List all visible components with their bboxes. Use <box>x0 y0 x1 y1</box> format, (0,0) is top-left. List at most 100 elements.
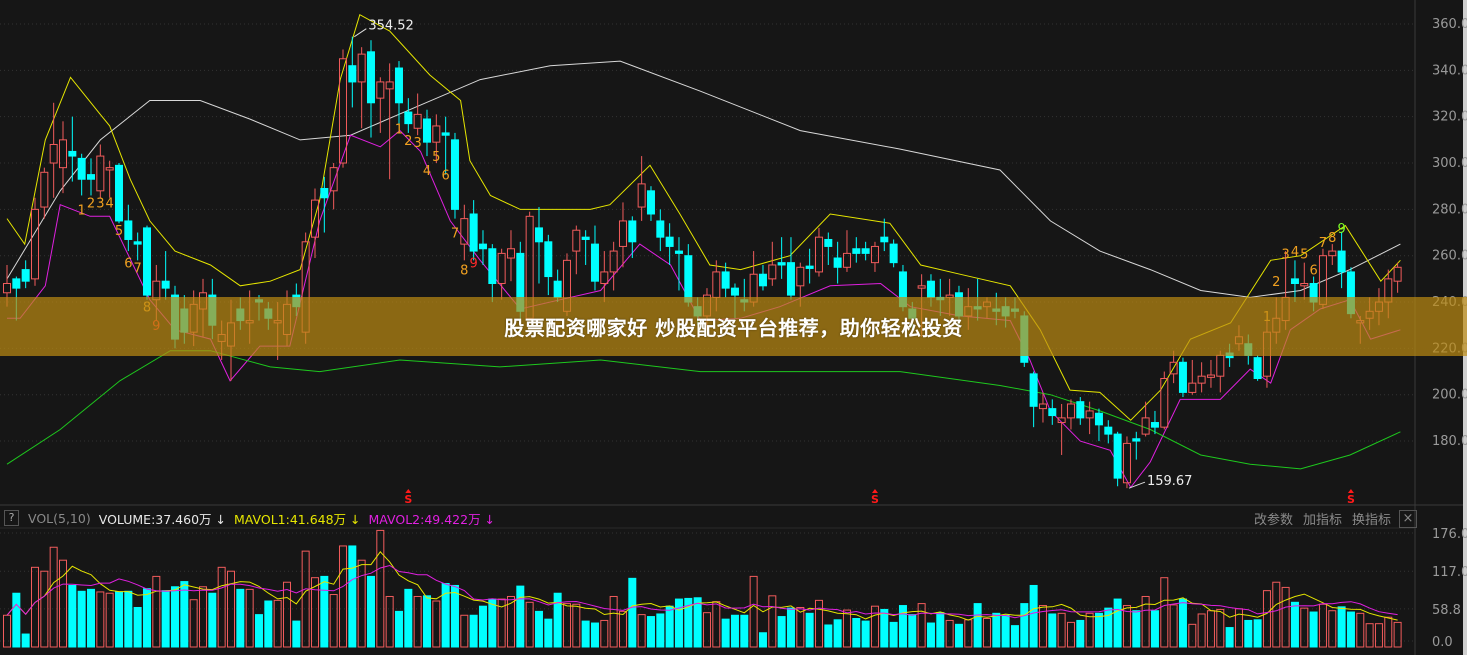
candle-body <box>497 252 506 285</box>
candle-body <box>730 287 739 296</box>
candle-body <box>824 238 833 247</box>
high-pointer <box>354 28 367 38</box>
volume-bar <box>77 590 86 648</box>
volume-bar <box>693 597 702 648</box>
volume-bar <box>105 592 114 648</box>
volume-bar <box>357 559 366 648</box>
volume-bar <box>572 603 581 648</box>
volume-bar <box>180 581 189 648</box>
volume-bar <box>1365 623 1374 648</box>
mavol1-line <box>6 551 1398 621</box>
close-icon[interactable]: × <box>1399 509 1417 528</box>
volume-bar <box>740 614 749 648</box>
volume-bar <box>525 601 534 648</box>
help-button[interactable]: ? <box>4 510 19 526</box>
volume-bar <box>1038 605 1047 648</box>
volume-bar <box>488 598 497 648</box>
candle-body <box>394 67 403 104</box>
price-tick-label: 180.00 <box>1432 434 1467 449</box>
td-count-label: 8 <box>460 264 468 279</box>
volume-bar <box>516 585 525 648</box>
td-count-label: 8 <box>1328 231 1336 246</box>
volume-bar <box>460 614 469 648</box>
volume-bar <box>376 529 385 648</box>
candle-body <box>338 58 347 164</box>
td-count-label: 1 <box>395 122 403 137</box>
edit-params-button[interactable]: 改参数 <box>1253 513 1293 528</box>
volume-bar <box>217 566 226 648</box>
volume-bar <box>450 584 459 648</box>
candle-body <box>1216 354 1225 377</box>
candle-body <box>721 271 730 289</box>
volume-bar <box>422 595 431 648</box>
volume-bar <box>1197 613 1206 648</box>
add-indicator-button[interactable]: 加指标 <box>1302 513 1342 528</box>
volume-bar <box>1374 623 1383 648</box>
volume-bar <box>30 566 39 648</box>
volume-bar <box>506 595 515 648</box>
candle-body <box>1393 266 1402 282</box>
volume-bar <box>786 607 795 648</box>
td-count-label: 6 <box>442 169 450 184</box>
volume-bar <box>152 575 161 648</box>
candle-body <box>86 174 95 180</box>
volume-bar <box>12 592 21 648</box>
volume-bar <box>628 577 637 648</box>
td-count-label: 7 <box>451 227 459 242</box>
volume-bar <box>441 583 450 648</box>
low-price-label: 159.67 <box>1147 474 1193 489</box>
candle-body <box>1122 442 1131 484</box>
candle-body <box>628 220 637 243</box>
candle-body <box>1057 417 1066 424</box>
candle-body <box>656 220 665 238</box>
volume-bar <box>273 599 282 648</box>
volume-bar <box>1020 603 1029 648</box>
volume-bar <box>1262 590 1271 648</box>
volume-tick-label: 0.0 <box>1432 635 1453 650</box>
volume-bar <box>777 616 786 648</box>
volume-bar <box>198 586 207 648</box>
volume-bar <box>1066 621 1075 648</box>
volume-bar <box>338 545 347 648</box>
ad-banner[interactable]: 股票配资哪家好 炒股配资平台推荐，助你轻松投资 <box>0 297 1467 356</box>
volume-bar <box>1048 613 1057 648</box>
candle-body <box>572 229 581 252</box>
volume-bar <box>1113 598 1122 648</box>
volume-bar <box>1132 610 1141 648</box>
volume-bar <box>96 591 105 648</box>
volume-bar <box>21 633 30 648</box>
volume-bar <box>1216 608 1225 648</box>
candle-body <box>870 245 879 264</box>
candle-body <box>49 143 58 164</box>
volume-bar <box>880 608 889 648</box>
signal-arrow-icon <box>405 489 412 493</box>
td-count-label: 4 <box>1291 245 1299 260</box>
candle-body <box>796 266 805 287</box>
candle-body <box>534 227 543 243</box>
volume-bar <box>432 600 441 648</box>
volume-bar <box>301 550 310 648</box>
candle-body <box>450 139 459 210</box>
indicator-name[interactable]: VOL(5,10) <box>28 510 91 526</box>
volume-bar <box>348 545 357 648</box>
volume-bar <box>1141 595 1150 648</box>
candle-body <box>114 164 123 222</box>
candle-body <box>917 285 926 289</box>
candle-body <box>58 139 67 169</box>
candle-body <box>861 248 870 254</box>
volume-tick-label: 58.8 <box>1432 603 1461 618</box>
candle-body <box>348 65 357 83</box>
td-count-label: 6 <box>124 257 132 272</box>
td-count-label: 3 <box>1281 247 1289 262</box>
volume-bar <box>1188 623 1197 648</box>
candle-body <box>1141 417 1150 435</box>
candle-body <box>1104 426 1113 435</box>
switch-indicator-button[interactable]: 换指标 <box>1351 513 1391 528</box>
candle-body <box>1150 422 1159 428</box>
volume-bar <box>833 619 842 648</box>
candle-body <box>68 150 77 157</box>
candle-body <box>646 190 655 215</box>
volume-bar <box>889 621 898 648</box>
volume-bar <box>40 570 49 648</box>
